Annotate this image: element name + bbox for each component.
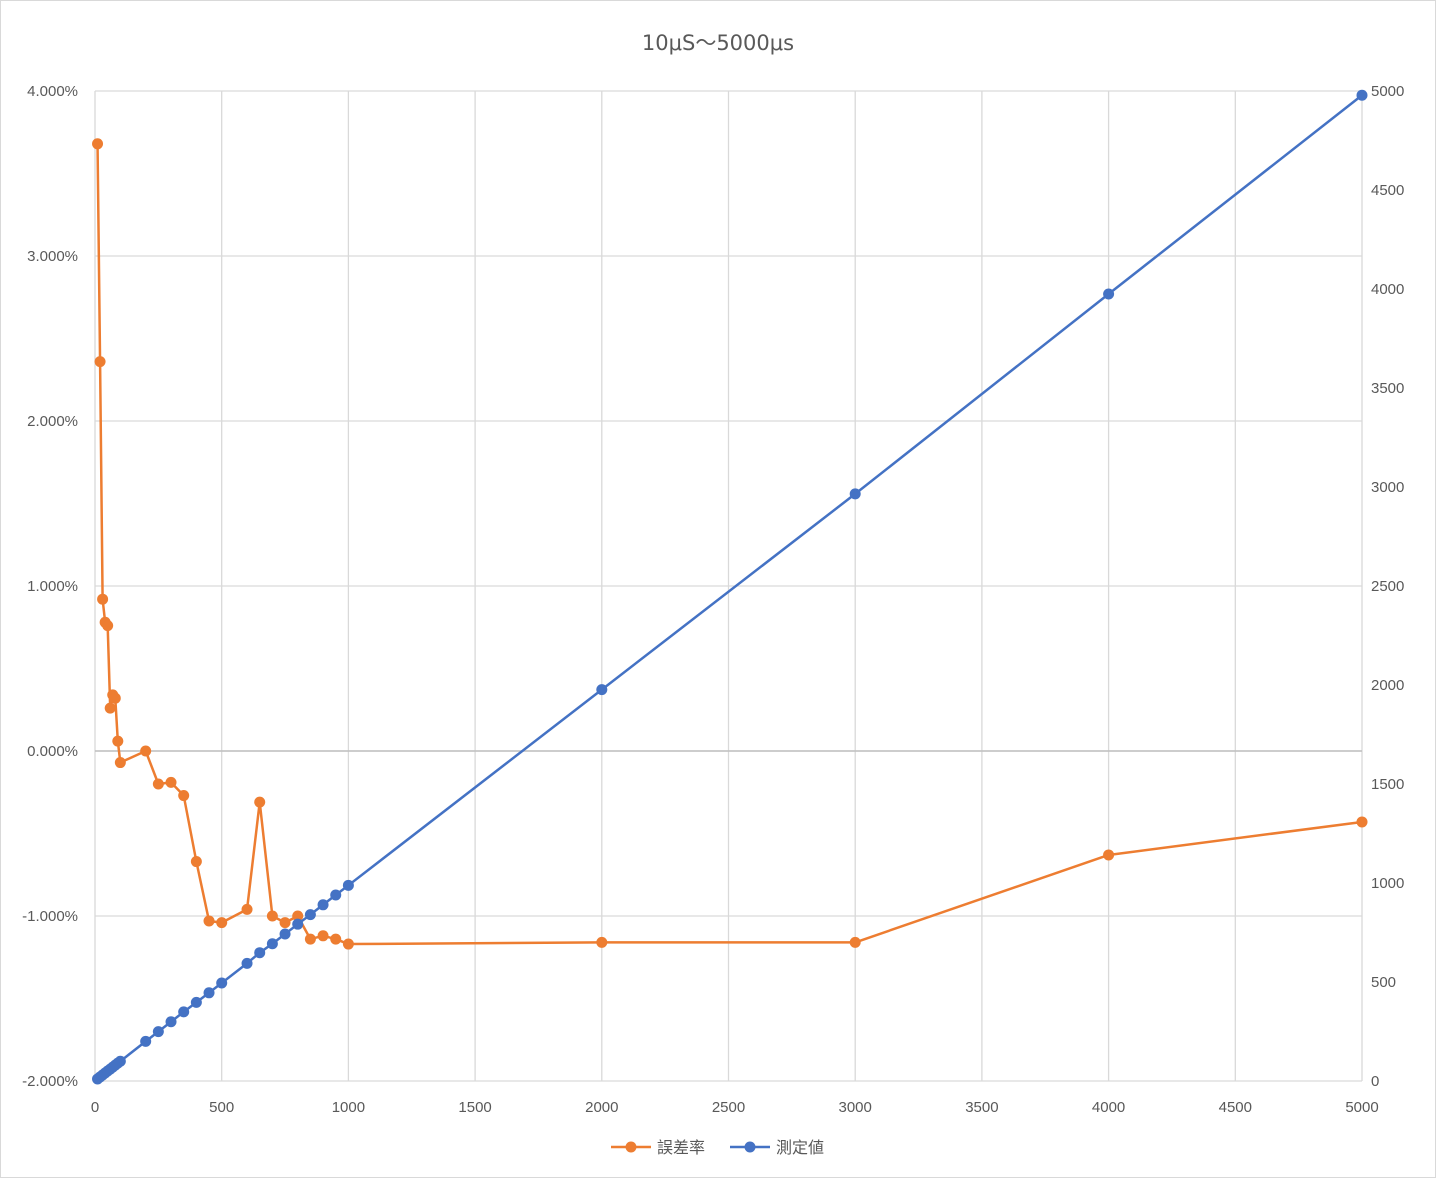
y-left-tick-label: -2.000%: [22, 1073, 78, 1090]
data-point-series-2: [292, 918, 304, 930]
data-point-series-2: [190, 996, 202, 1008]
data-point-series-2: [165, 1016, 177, 1028]
y-left-tick-label: 4.000%: [27, 83, 78, 100]
data-point-series-2: [216, 977, 228, 989]
x-tick-label: 2000: [585, 1099, 618, 1116]
y-left-tick-label: 1.000%: [27, 578, 78, 595]
y-left-tick-label: 0.000%: [27, 743, 78, 760]
axes: 0 500 1000 1500 2000 2500 3000 3500 4000 4500 5000…: [22, 83, 1404, 1116]
data-point-series-2: [1356, 89, 1368, 101]
data-point-series-1: [342, 938, 354, 950]
series-plot: [92, 89, 1368, 1085]
data-point-series-2: [140, 1035, 152, 1047]
y-right-tick-label: 5000: [1371, 83, 1404, 100]
data-point-series-2: [279, 928, 291, 940]
data-point-series-1: [1103, 849, 1115, 861]
y-right-tick-label: 1500: [1371, 776, 1404, 793]
data-point-series-1: [330, 933, 342, 945]
y-right-tick-label: 4000: [1371, 281, 1404, 298]
y-right-tick-label: 0: [1371, 1073, 1379, 1090]
x-tick-label: 3000: [839, 1099, 872, 1116]
data-point-series-2: [152, 1026, 164, 1038]
data-point-series-1: [112, 735, 124, 747]
data-point-series-1: [266, 910, 278, 922]
y-right-tick-label: 3000: [1371, 479, 1404, 496]
chart-title: 10μS～5000μs: [642, 31, 794, 55]
data-point-series-1: [849, 936, 861, 948]
data-point-series-1: [165, 776, 177, 788]
data-point-series-2: [342, 879, 354, 891]
data-point-series-2: [849, 488, 861, 500]
data-point-series-1: [254, 796, 266, 808]
x-tick-label: 1000: [332, 1099, 365, 1116]
y-right-tick-label: 1000: [1371, 875, 1404, 892]
data-point-series-2: [178, 1006, 190, 1018]
data-point-series-1: [140, 745, 152, 757]
data-point-series-1: [241, 903, 253, 915]
data-point-series-1: [190, 856, 202, 868]
data-point-series-2: [114, 1055, 126, 1067]
x-tick-label: 3500: [965, 1099, 998, 1116]
data-point-series-2: [596, 684, 608, 696]
y-right-tick-label: 2500: [1371, 578, 1404, 595]
x-tick-label: 4000: [1092, 1099, 1125, 1116]
y-right-tick-label: 500: [1371, 974, 1396, 991]
y-left-tick-label: 2.000%: [27, 413, 78, 430]
x-tick-label: 2500: [712, 1099, 745, 1116]
data-point-series-2: [266, 938, 278, 950]
y-left-tick-label: 3.000%: [27, 248, 78, 265]
x-tick-label: 1500: [458, 1099, 491, 1116]
data-point-series-2: [241, 957, 253, 969]
data-point-series-2: [330, 889, 342, 901]
data-point-series-2: [1103, 288, 1115, 300]
data-point-series-1: [94, 356, 106, 368]
data-point-series-1: [109, 692, 121, 704]
grid-lines: [94, 90, 1363, 1082]
data-point-series-2: [203, 987, 215, 999]
data-point-series-1: [92, 138, 104, 150]
y-right-tick-label: 3500: [1371, 380, 1404, 397]
data-point-series-1: [97, 593, 109, 605]
data-point-series-1: [317, 930, 329, 942]
data-point-series-1: [114, 757, 126, 769]
data-point-series-1: [216, 917, 228, 929]
data-point-series-1: [178, 790, 190, 802]
legend: 誤差率 測定値: [611, 1138, 824, 1157]
x-tick-label: 5000: [1345, 1099, 1378, 1116]
y-right-tick-label: 4500: [1371, 182, 1404, 199]
data-point-series-1: [102, 620, 114, 632]
y-right-tick-label: 2000: [1371, 677, 1404, 694]
data-point-series-1: [152, 778, 164, 790]
data-point-series-1: [596, 936, 608, 948]
data-point-series-1: [292, 910, 304, 922]
series-line-1: [96, 143, 1363, 946]
legend-marker-2: [744, 1141, 756, 1153]
legend-label-1: 誤差率: [657, 1138, 705, 1157]
x-tick-label: 500: [209, 1099, 234, 1116]
legend-label-2: 測定値: [776, 1138, 824, 1157]
x-tick-label: 0: [91, 1099, 99, 1116]
data-point-series-1: [279, 917, 291, 929]
data-point-series-1: [1356, 816, 1368, 828]
data-point-series-1: [104, 702, 116, 714]
data-point-series-2: [317, 899, 329, 911]
legend-marker-1: [625, 1141, 637, 1153]
data-point-series-2: [254, 947, 266, 959]
data-point-series-2: [304, 909, 316, 921]
data-point-series-1: [304, 933, 316, 945]
x-tick-label: 4500: [1219, 1099, 1252, 1116]
y-left-tick-label: -1.000%: [22, 908, 78, 925]
data-point-series-1: [203, 915, 215, 927]
